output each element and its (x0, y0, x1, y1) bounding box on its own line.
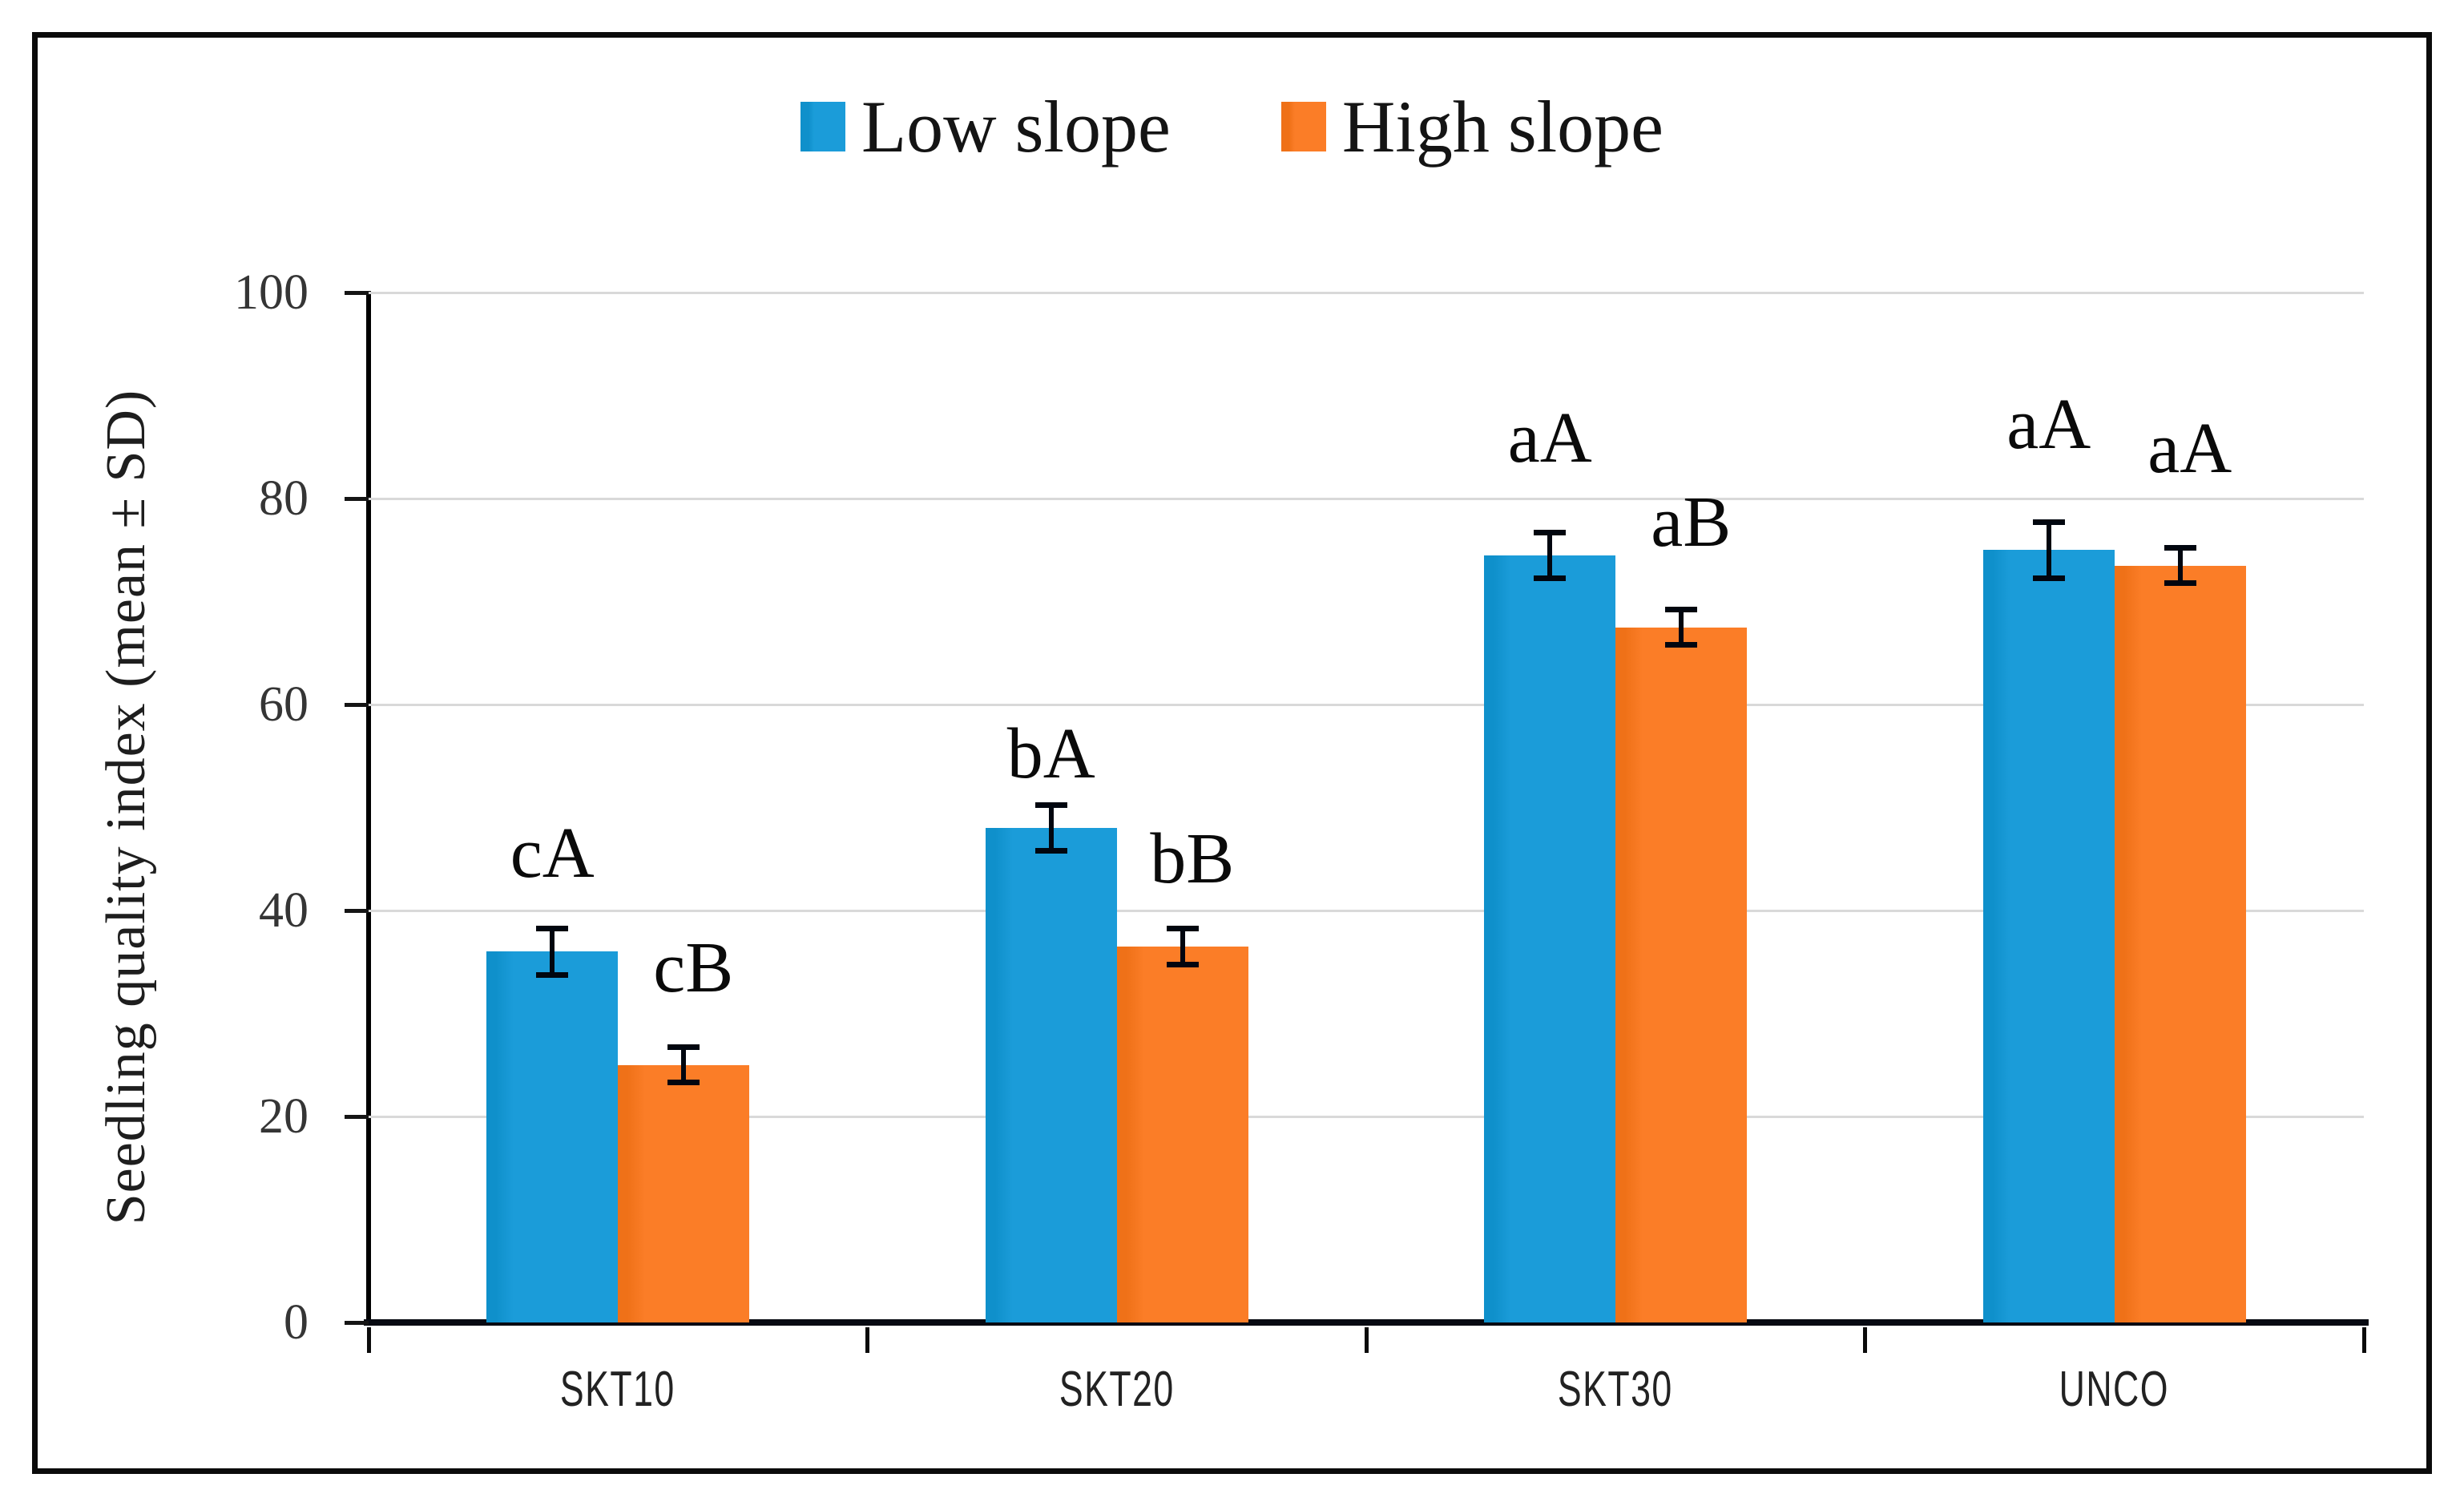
error-bar-stem (2177, 544, 2183, 587)
significance-letter-SKT20-bA: bA (1006, 714, 1095, 794)
error-bar-cap (536, 971, 569, 978)
y-tick-label-20: 20 (259, 1089, 309, 1144)
legend: Low slope High slope (0, 90, 2464, 164)
x-axis-label-text: UNCO (2059, 1362, 2170, 1417)
legend-label-high-slope: High slope (1341, 86, 1664, 168)
error-bar-cap (2164, 580, 2196, 587)
x-axis-label-text: SKT30 (1558, 1362, 1674, 1417)
x-axis-label-SKT20: SKT20 (868, 1361, 1367, 1418)
y-axis-line (366, 291, 371, 1324)
legend-swatch-high-slope-icon (1280, 102, 1326, 151)
error-bar-stem (1180, 926, 1185, 967)
significance-letter-UNCO-aA: aA (2006, 384, 2091, 464)
significance-letter-SKT20-bB: bB (1150, 819, 1235, 899)
x-axis-label-UNCO: UNCO (1865, 1361, 2365, 1418)
y-tick-label-60: 60 (259, 677, 309, 732)
error-bar-cap (1534, 575, 1567, 581)
y-tick-label-40: 40 (259, 883, 309, 938)
plot-area: 0 20 40 60 80 100 cA cB SKT10 bA bB SKT20 aA aB SKT30 a… (234, 267, 2369, 1417)
significance-letter-SKT30-aB: aB (1651, 482, 1732, 562)
significance-letter-SKT30-aA: aA (1507, 398, 1592, 478)
bar-low-slope-UNCO (1982, 550, 2115, 1322)
error-bar-cap (1166, 926, 1199, 932)
error-bar-low-slope-SKT20 (1034, 802, 1067, 854)
gridline-y-40 (369, 909, 2364, 912)
error-bar-cap (1665, 606, 1698, 612)
error-bar-cap (1034, 848, 1067, 854)
error-bar-cap (1665, 642, 1698, 648)
error-bar-stem (681, 1044, 687, 1086)
error-bar-cap (1166, 961, 1199, 967)
error-bar-cap (1534, 529, 1567, 535)
gridline-y-100 (369, 291, 2364, 294)
legend-item-high-slope: High slope (1280, 86, 1664, 168)
error-bar-cap (536, 926, 569, 932)
error-bar-cap (2032, 519, 2065, 525)
error-bar-cap (667, 1044, 700, 1051)
error-bar-low-slope-SKT30 (1534, 529, 1567, 581)
error-bar-high-slope-SKT30 (1665, 606, 1698, 648)
bar-low-slope-SKT20 (985, 828, 1117, 1322)
category-boundary-tick-2 (1364, 1327, 1369, 1353)
category-boundary-tick-3 (1863, 1327, 1867, 1353)
error-bar-stem (2046, 519, 2051, 581)
error-bar-low-slope-SKT10 (536, 926, 569, 978)
error-bar-cap (2032, 575, 2065, 581)
x-axis-label-text: SKT10 (560, 1362, 676, 1417)
x-axis-label-SKT30: SKT30 (1366, 1361, 1865, 1418)
gridline-y-20 (369, 1115, 2364, 1118)
category-boundary-tick-0 (366, 1327, 371, 1353)
error-bar-high-slope-SKT10 (667, 1044, 700, 1086)
x-axis-label-SKT10: SKT10 (369, 1361, 868, 1418)
y-tick-mark-20 (345, 1114, 369, 1119)
error-bar-stem (1547, 529, 1553, 581)
y-tick-mark-40 (345, 908, 369, 913)
bar-low-slope-SKT10 (486, 951, 619, 1322)
y-tick-label-0: 0 (284, 1295, 309, 1350)
error-bar-cap (2164, 544, 2196, 551)
legend-label-low-slope: Low slope (861, 86, 1171, 168)
y-tick-mark-60 (345, 702, 369, 707)
y-tick-mark-0 (345, 1320, 369, 1325)
significance-letter-SKT10-cA: cA (510, 814, 595, 894)
legend-swatch-low-slope-icon (800, 102, 845, 151)
y-tick-label-80: 80 (259, 471, 309, 526)
y-tick-label-100: 100 (234, 265, 309, 320)
error-bar-stem (1048, 802, 1054, 854)
figure-border (32, 32, 2432, 1474)
bar-high-slope-SKT30 (1615, 627, 1748, 1322)
bar-high-slope-SKT20 (1116, 946, 1248, 1322)
error-bar-cap (667, 1080, 700, 1086)
y-tick-mark-80 (345, 496, 369, 501)
error-bar-high-slope-SKT20 (1166, 926, 1199, 967)
y-tick-mark-100 (345, 290, 369, 295)
error-bar-stem (550, 926, 555, 978)
significance-letter-SKT10-cB: cB (653, 928, 734, 1008)
bar-high-slope-UNCO (2114, 565, 2246, 1322)
error-bar-high-slope-UNCO (2164, 544, 2196, 587)
gridline-y-80 (369, 497, 2364, 500)
significance-letter-UNCO-aA: aA (2147, 408, 2232, 488)
gridline-y-60 (369, 703, 2364, 706)
error-bar-low-slope-UNCO (2032, 519, 2065, 581)
error-bar-stem (1679, 606, 1684, 648)
category-boundary-tick-4 (2361, 1327, 2366, 1353)
x-axis-line (364, 1319, 2369, 1326)
x-axis-label-text: SKT20 (1059, 1362, 1175, 1417)
legend-item-low-slope: Low slope (800, 90, 1171, 164)
error-bar-cap (1034, 802, 1067, 809)
bar-high-slope-SKT10 (618, 1064, 750, 1322)
category-boundary-tick-1 (865, 1327, 869, 1353)
bar-low-slope-SKT30 (1484, 555, 1616, 1322)
